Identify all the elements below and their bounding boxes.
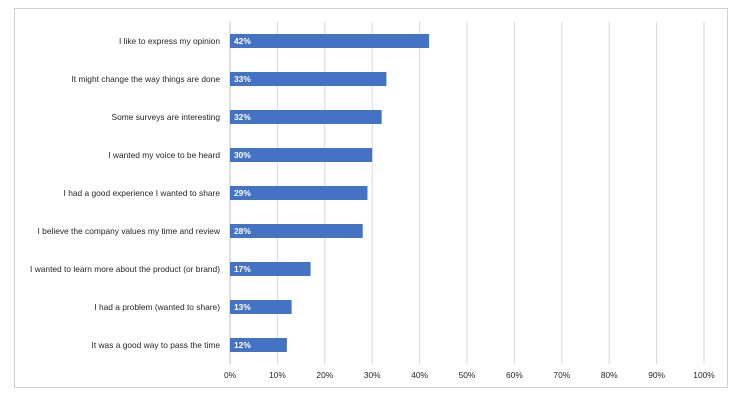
x-tick-label: 90% xyxy=(648,370,665,380)
data-label: 29% xyxy=(234,188,251,198)
x-tick-label: 40% xyxy=(411,370,428,380)
x-tick-label: 80% xyxy=(601,370,618,380)
bar xyxy=(230,186,368,200)
bar xyxy=(230,72,387,86)
x-tick-label: 70% xyxy=(553,370,570,380)
bar xyxy=(230,224,363,238)
x-tick-label: 20% xyxy=(316,370,333,380)
bar xyxy=(230,110,382,124)
category-label: I wanted my voice to be heard xyxy=(108,150,220,160)
bar xyxy=(230,34,430,48)
data-label: 42% xyxy=(234,36,251,46)
data-label: 28% xyxy=(234,226,251,236)
x-tick-label: 10% xyxy=(269,370,286,380)
x-tick-label: 60% xyxy=(506,370,523,380)
bar xyxy=(230,262,311,276)
x-tick-label: 30% xyxy=(364,370,381,380)
category-label: I had a good experience I wanted to shar… xyxy=(64,188,221,198)
x-tick-labels: 0% 10% 20% 30% 40% 50% 60% 70% 80% 90% 100% xyxy=(224,370,715,380)
category-label: It was a good way to pass the time xyxy=(92,340,221,350)
data-label: 33% xyxy=(234,74,251,84)
data-label: 13% xyxy=(234,302,251,312)
data-label: 12% xyxy=(234,340,251,350)
x-tick-label: 50% xyxy=(459,370,476,380)
bar xyxy=(230,338,287,352)
bars: 42% 33% 32% 30% 29% 28% 17% 13% 12% xyxy=(230,34,430,352)
category-label: Some surveys are interesting xyxy=(112,112,221,122)
data-label: 32% xyxy=(234,112,251,122)
category-label: I wanted to learn more about the product… xyxy=(30,264,220,274)
bar xyxy=(230,148,373,162)
x-tick-label: 0% xyxy=(224,370,237,380)
category-label: It might change the way things are done xyxy=(71,74,220,84)
category-label: I like to express my opinion xyxy=(119,36,220,46)
x-tick-label: 100% xyxy=(693,370,715,380)
data-label: 17% xyxy=(234,264,251,274)
category-labels: I like to express my opinion It might cha… xyxy=(30,36,221,350)
data-label: 30% xyxy=(234,150,251,160)
category-label: I had a problem (wanted to share) xyxy=(94,302,220,312)
bar xyxy=(230,300,292,314)
category-label: I believe the company values my time and… xyxy=(38,226,221,236)
